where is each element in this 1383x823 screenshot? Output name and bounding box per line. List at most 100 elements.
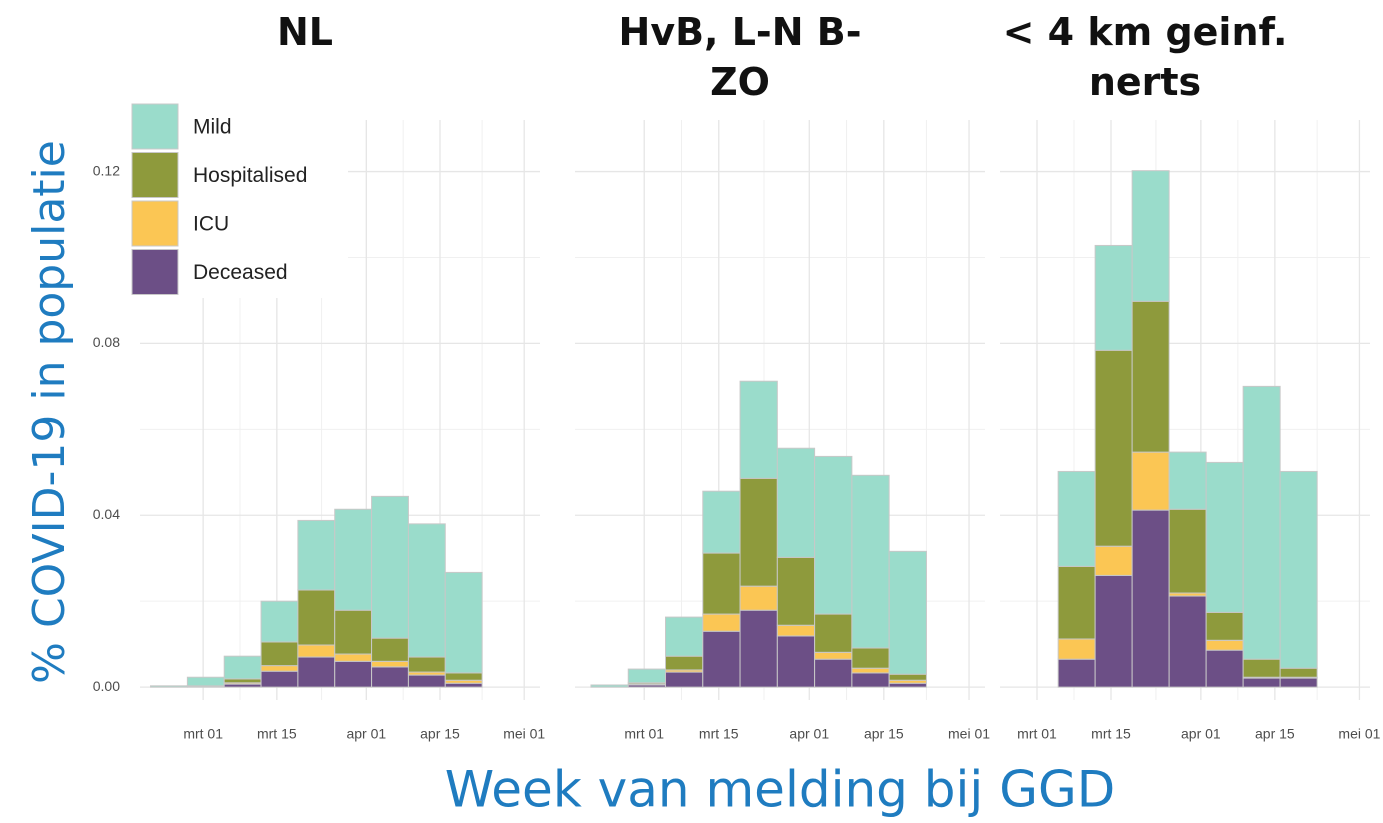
bar-segment (851, 667, 890, 674)
bar-segment (334, 508, 373, 611)
bar-segment (1205, 461, 1244, 613)
title-line: < 4 km geinf. (1003, 10, 1288, 54)
bar-segment (1205, 649, 1244, 688)
bar-segment (851, 474, 890, 649)
bar-segment (1131, 170, 1170, 302)
bar-segment (1131, 451, 1170, 511)
bar-segment (150, 685, 188, 688)
bar-segment (223, 678, 262, 684)
panel-title: HvB, L-N B- ZO (619, 10, 862, 104)
bar-segment (334, 660, 373, 688)
bar-segment (814, 613, 853, 653)
x-tick-label: mrt 15 (1091, 726, 1131, 742)
x-tick-label: mrt 01 (183, 726, 223, 742)
bar-segment (444, 571, 483, 674)
title-line: HvB, L-N B- (619, 10, 862, 54)
x-tick-label: mrt 01 (1017, 726, 1057, 742)
bar-segment (297, 519, 336, 591)
y-tick-label: 0.08 (93, 334, 120, 350)
bar-segment (851, 647, 890, 669)
bar-segment (739, 380, 778, 479)
bar-segment (371, 666, 409, 688)
x-tick-label: mrt 15 (699, 726, 739, 742)
bar-segment (444, 682, 483, 688)
bar-segment (627, 668, 667, 684)
bar-segment (260, 600, 299, 643)
bar-segment (814, 658, 853, 688)
bar-segment (334, 653, 373, 662)
bar-segment (814, 455, 853, 615)
bar-segment (223, 655, 262, 680)
bar-segment (1242, 385, 1281, 660)
legend-key (131, 249, 179, 295)
bar-segment (665, 616, 704, 657)
bar-segment (1131, 300, 1170, 453)
x-tick-label: mrt 01 (624, 726, 664, 742)
x-tick-label: apr 01 (346, 726, 386, 742)
bar-segment (1094, 349, 1133, 547)
bar-segment (1279, 677, 1318, 688)
bar-segment (297, 644, 336, 658)
bar-segment (1205, 611, 1244, 641)
legend-label: ICU (193, 213, 229, 236)
bar-segment (1168, 451, 1207, 510)
bar-segment (776, 556, 816, 626)
x-axis-label: Week van melding bij GGD (445, 761, 1115, 819)
x-tick-label: mei 01 (948, 726, 990, 742)
bar-segment (1131, 509, 1170, 688)
bar-segment (297, 589, 336, 646)
y-tick-label: 0.04 (93, 506, 120, 522)
bar-segment (702, 613, 741, 632)
bar-segment (260, 670, 299, 688)
legend-label: Hospitalised (193, 164, 307, 187)
bar-segment (1094, 574, 1133, 688)
bar-segment (1057, 470, 1096, 567)
bar-segment (260, 665, 299, 672)
x-tick-label: apr 01 (1181, 726, 1221, 742)
bar-segment (1094, 545, 1133, 576)
bar-segment (1279, 667, 1318, 678)
bar-segment (888, 682, 927, 688)
bar-segment (1057, 658, 1096, 688)
bar-segment (851, 672, 890, 688)
bar-segment (1168, 595, 1207, 688)
bar-segment (407, 523, 446, 658)
bar-segment (1094, 244, 1133, 351)
bar-segment (1057, 638, 1096, 660)
legend-label: Deceased (193, 261, 288, 284)
y-axis-label: % COVID-19 in populatie (24, 140, 75, 684)
bar-segment (702, 490, 741, 554)
x-tick-label: mrt 15 (257, 726, 297, 742)
bar-segment (186, 676, 225, 687)
bar-segment (371, 637, 409, 662)
x-tick-label: apr 15 (420, 726, 460, 742)
x-tick-label: apr 15 (864, 726, 904, 742)
bar-segment (776, 635, 816, 688)
bar-segment (1168, 508, 1207, 594)
title-line: nerts (1089, 60, 1201, 104)
legend-key (131, 103, 179, 150)
y-tick-label: 0.00 (93, 678, 120, 694)
bar-segment (590, 684, 629, 688)
bar-segment (739, 477, 778, 587)
y-tick-label: 0.12 (93, 162, 120, 178)
x-tick-label: apr 15 (1255, 726, 1295, 742)
bar-segment (260, 641, 299, 667)
bar-segment (1242, 658, 1281, 678)
panel-title: NL (277, 10, 333, 54)
bar-segment (407, 656, 446, 673)
bar-segment (814, 651, 853, 660)
bar-segment (702, 552, 741, 615)
bar-segment (665, 671, 704, 688)
bar-segment (444, 672, 483, 681)
x-tick-label: apr 01 (789, 726, 829, 742)
bar-segment (371, 660, 409, 668)
panel-title: < 4 km geinf. nerts (1003, 10, 1288, 104)
bar-segment (665, 655, 704, 671)
bar-segment (1205, 639, 1244, 651)
bar-segment (371, 495, 409, 639)
title-line: ZO (710, 60, 770, 104)
bar-segment (1279, 470, 1318, 669)
title-line: NL (277, 10, 333, 54)
